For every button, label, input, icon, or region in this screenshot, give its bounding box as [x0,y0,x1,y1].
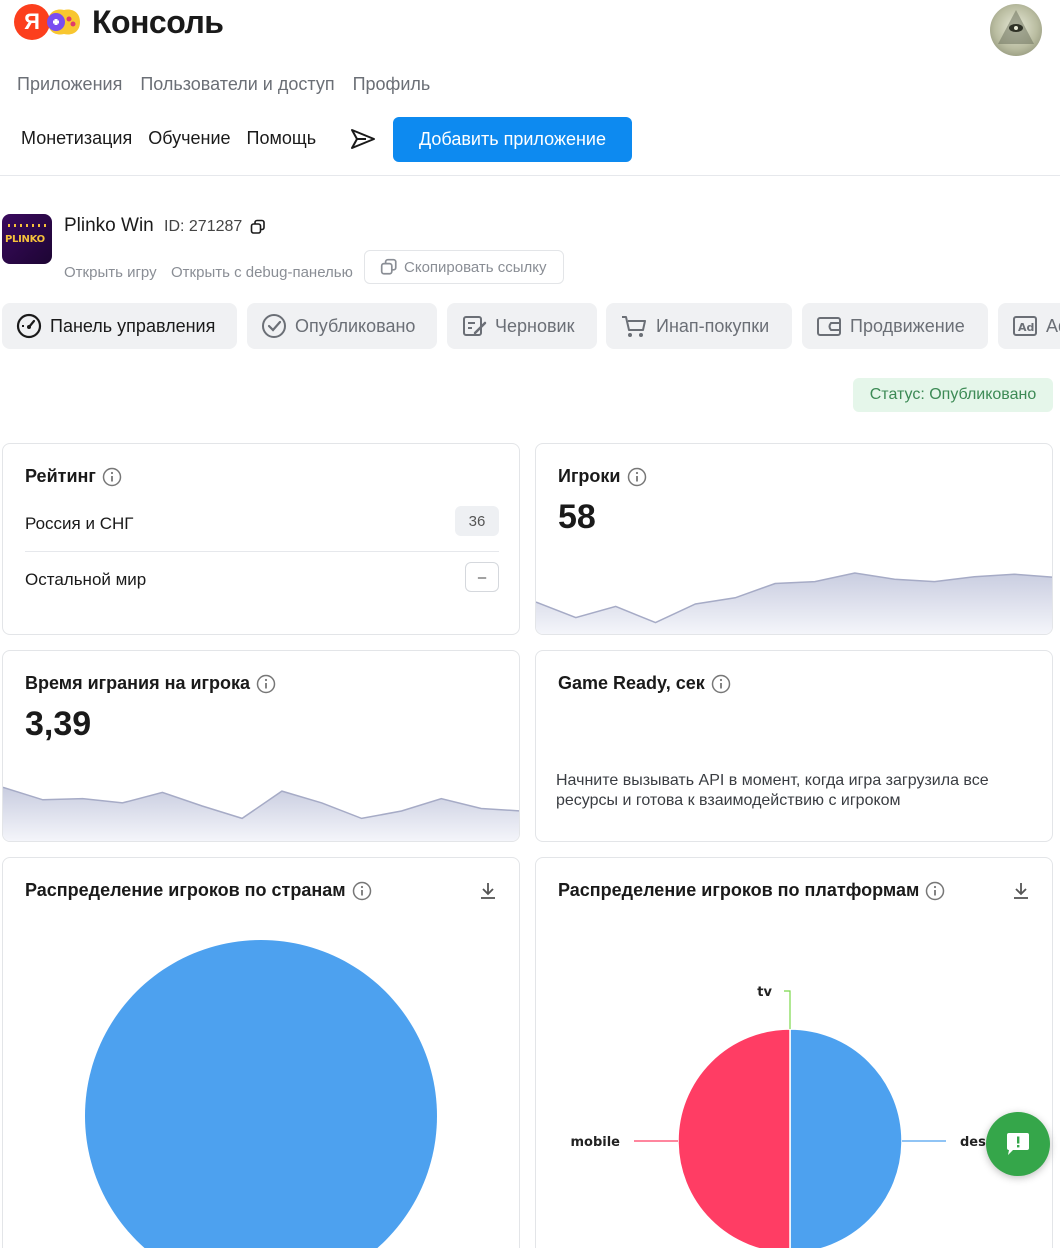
rating-value: – [465,562,499,592]
copy-id-icon[interactable] [250,219,266,235]
copy-icon [380,258,397,275]
tab-promotion[interactable]: Продвижение [802,303,988,349]
pie-label-tv: tv [757,985,772,1000]
check-circle-icon [262,314,286,338]
yandex-logo-icon: Я [14,4,50,40]
card-title: Распределение игроков по платформам [558,880,945,901]
tab-draft[interactable]: Черновик [447,303,597,349]
rating-row-russia: Россия и СНГ 36 [25,506,499,536]
players-sparkline [536,572,1052,634]
playtime-card: Время играния на игрока 3,39 [2,650,520,842]
secondary-nav: Монетизация Обучение Помощь [21,128,316,149]
copy-link-button[interactable]: Скопировать ссылку [364,250,564,284]
ad-icon: Ad [1013,316,1037,336]
cart-icon [622,316,646,337]
nav-profile[interactable]: Профиль [352,74,431,94]
rating-row-world: Остальной мир – [25,562,499,592]
info-icon[interactable] [711,674,731,694]
tab-label: Опубликовано [295,315,416,336]
info-icon[interactable] [627,467,647,487]
info-icon[interactable] [352,881,372,901]
app-icon-label: PLINKO [5,234,45,245]
open-debug-link[interactable]: Открыть с debug-панелью [171,264,353,281]
download-icon[interactable] [1010,880,1032,902]
pie-label-mobile: mobile [570,1135,620,1150]
nav-monetization[interactable]: Монетизация [21,128,133,148]
speedometer-icon [16,313,42,339]
primary-nav: Приложения Пользователи и доступ Профиль [17,74,430,95]
pyramid-eye-icon [998,10,1034,44]
card-title: Рейтинг [25,466,122,487]
feedback-icon [1007,1133,1029,1155]
wallet-icon [817,317,841,336]
sparkline-area [3,787,519,841]
players-value: 58 [558,498,596,536]
section-tabs: Панель управления Опубликовано Черновик … [2,303,1060,349]
platforms-card: Распределение игроков по платформам desk… [535,857,1053,1248]
tab-inapp-purchases[interactable]: Инап-покупки [606,303,792,349]
avatar[interactable] [990,4,1042,56]
tab-label: Черновик [495,315,575,336]
playtime-sparkline [3,786,519,841]
logo[interactable]: Я Консоль [14,3,224,40]
nav-apps[interactable]: Приложения [17,74,123,94]
edit-draft-icon [463,316,487,336]
card-title: Game Ready, сек [558,673,731,694]
svg-text:Ad: Ad [1018,321,1034,334]
leader-line [784,990,791,1029]
app-name: Plinko Win [64,215,154,236]
players-card: Игроки 58 [535,443,1053,635]
divider [25,551,499,552]
pie-slice [85,940,437,1248]
sparkline-line [536,572,1052,624]
game-ready-hint: Начните вызывать API в момент, когда игр… [556,772,989,809]
app-id: ID: 271287 [164,218,243,235]
app-icon: PLINKO [2,214,52,264]
send-icon[interactable] [350,127,376,151]
card-title: Время играния на игрока [25,673,276,694]
info-icon[interactable] [102,467,122,487]
pie-slice-mobile [677,1028,791,1248]
status-badge: Статус: Опубликовано [853,378,1053,412]
sparkline-line [3,786,519,820]
tab-ads[interactable]: Ad Ad Р [998,303,1060,349]
download-icon[interactable] [477,880,499,902]
info-icon[interactable] [925,881,945,901]
gamepad-logo-icon [47,9,80,35]
tab-dashboard[interactable]: Панель управления [2,303,237,349]
card-title: Распределение игроков по странам [25,880,372,901]
nav-users-access[interactable]: Пользователи и доступ [140,74,335,94]
nav-learning[interactable]: Обучение [148,128,231,148]
feedback-button[interactable] [986,1112,1050,1176]
countries-card: Распределение игроков по странам [2,857,520,1248]
nav-help[interactable]: Помощь [246,128,317,148]
open-game-link[interactable]: Открыть игру [64,264,157,281]
console-title: Консоль [92,3,224,40]
pins-decoration [8,224,46,227]
playtime-value: 3,39 [25,705,92,743]
tab-published[interactable]: Опубликовано [247,303,437,349]
header: Я Консоль Приложения Пользователи и дост… [0,0,1060,176]
tab-label: Панель управления [50,315,216,336]
rating-value: 36 [455,506,499,536]
game-ready-card: Game Ready, сек Начните вызывать API в м… [535,650,1053,842]
copy-link-label: Скопировать ссылку [404,258,547,276]
tab-label: Ad Р [1046,315,1060,336]
info-icon[interactable] [256,674,276,694]
add-app-button[interactable]: Добавить приложение [393,117,632,162]
rating-card: Рейтинг Россия и СНГ 36 Остальной мир – [2,443,520,635]
card-title: Игроки [558,466,647,487]
countries-pie-chart [85,940,437,1248]
tab-label: Инап-покупки [656,315,770,336]
tab-label: Продвижение [850,315,965,336]
pie-slice-desktop [789,1028,903,1248]
